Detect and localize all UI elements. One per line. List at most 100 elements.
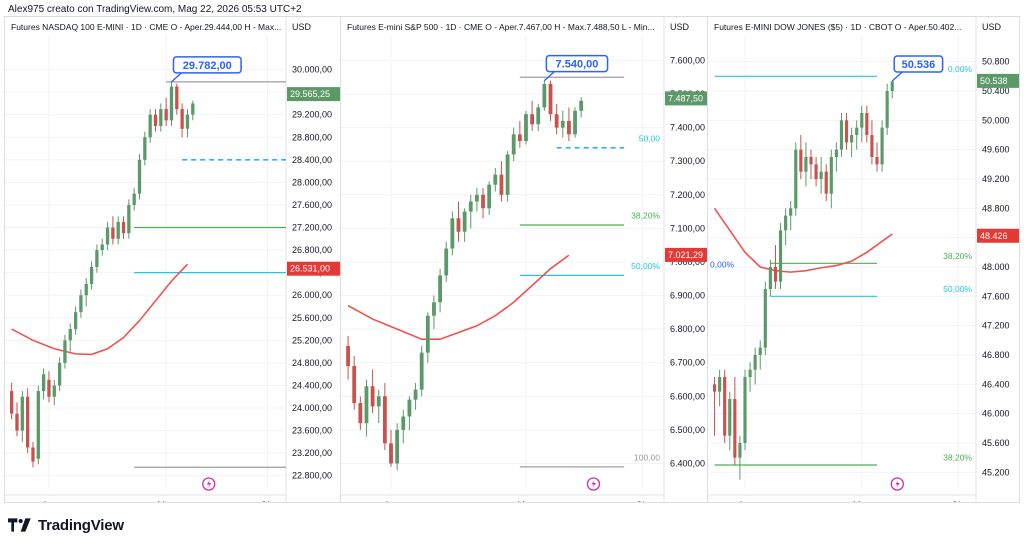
candle-body: [855, 127, 859, 135]
candle-body: [548, 83, 553, 115]
flash-event-icon: [202, 477, 216, 491]
candle-body: [185, 114, 190, 129]
candle-body: [116, 221, 120, 239]
sp500-chart-svg[interactable]: Futures E-mini S&P 500 · 1D · CME O - Ap…: [341, 17, 708, 503]
candle-body: [111, 227, 115, 239]
candle-body: [382, 396, 387, 444]
tradingview-brand-text: TradingView: [38, 516, 124, 534]
candle-body: [444, 248, 449, 276]
level-label: 38,20%: [631, 211, 660, 221]
y-tick-label: 28.000,00: [292, 177, 332, 187]
y-tick-label: 24.800,00: [292, 358, 332, 368]
y-tick-label: 7.000,00: [670, 257, 705, 267]
candle-body: [456, 218, 461, 232]
candle-body: [450, 218, 455, 249]
candle-body: [824, 171, 828, 194]
y-tick-label: 28.800,00: [292, 132, 332, 142]
high-price-badge: [172, 56, 242, 74]
candle-body: [880, 127, 884, 165]
candle-body: [68, 329, 72, 341]
y-tick-label: 6.800,00: [670, 324, 705, 334]
level-label: 50,00: [639, 133, 661, 143]
candle-body: [164, 109, 168, 121]
y-tick-label: 30.000,00: [292, 65, 332, 75]
last-price-tag: [287, 87, 340, 102]
y-tick-label: 47.200: [982, 321, 1010, 331]
y-tick-label: 24.000,00: [292, 403, 332, 413]
candle-body: [834, 149, 838, 157]
y-tick-label: 47.600: [982, 291, 1010, 301]
candle-body: [73, 312, 78, 330]
y-tick-label: 6.600,00: [670, 391, 705, 401]
candle-body: [20, 396, 24, 431]
candle-body: [413, 389, 418, 400]
chart-title: Futures NASDAQ 100 E-MINI · 1D · CME O -…: [11, 22, 281, 32]
x-tick-label: Giu: [636, 500, 650, 503]
y-tick-label: 46.000: [982, 409, 1010, 419]
candle-body: [487, 184, 492, 209]
candle-body: [778, 230, 783, 282]
candle-body: [530, 114, 535, 125]
candle-body: [773, 267, 778, 282]
candle-body: [784, 215, 788, 231]
y-tick-label: 46.800: [982, 350, 1010, 360]
candle-body: [52, 385, 56, 397]
candle-body: [132, 193, 136, 205]
candle-body: [425, 315, 430, 353]
candle-body: [100, 244, 104, 251]
candle-body: [567, 120, 571, 135]
x-tick-label: Giu: [951, 500, 965, 503]
candle-body: [395, 429, 400, 464]
candle-body: [542, 83, 547, 108]
nasdaq-chart-svg[interactable]: Futures NASDAQ 100 E-MINI · 1D · CME O -…: [5, 17, 341, 503]
candle-body: [352, 366, 357, 404]
level-label: 38,20%: [943, 251, 972, 261]
y-tick-label: 6.400,00: [670, 458, 705, 468]
candle-body: [63, 340, 67, 363]
chart-panel-sp500[interactable]: Futures E-mini S&P 500 · 1D · CME O - Ap…: [340, 16, 708, 503]
candle-body: [860, 113, 864, 128]
candle-body: [718, 377, 722, 392]
y-tick-label: 23.200,00: [292, 448, 332, 458]
x-tick-label: Mag: [517, 500, 535, 503]
y-tick-label: 45.600: [982, 438, 1010, 448]
candle-body: [573, 110, 577, 135]
candle-body: [47, 379, 51, 397]
moving-average-line: [347, 254, 570, 341]
chart-panel-nasdaq[interactable]: Futures NASDAQ 100 E-MINI · 1D · CME O -…: [4, 16, 341, 503]
y-tick-label: 26.800,00: [292, 245, 332, 255]
badge-pointer: [891, 71, 903, 82]
flash-bolt-icon: [591, 480, 596, 488]
dow-chart-svg[interactable]: Futures E-MINI DOW JONES ($5) · 1D · CBO…: [708, 17, 1020, 503]
y-tick-label: 23.600,00: [292, 426, 332, 436]
candle-body: [839, 120, 844, 150]
y-tick-label: 6.900,00: [670, 291, 705, 301]
candle-body: [169, 86, 174, 121]
y-tick-label: 48.800: [982, 203, 1010, 213]
candle-body: [554, 114, 559, 128]
candle-body: [505, 154, 510, 195]
candle-body: [438, 275, 442, 303]
candle-body: [159, 109, 163, 126]
badge-pointer: [543, 71, 555, 82]
candle-body: [31, 447, 35, 462]
candle-body: [370, 386, 375, 407]
x-tick-label: Mag: [157, 500, 175, 503]
candle-body: [728, 399, 732, 436]
badge-pointer: [171, 72, 182, 83]
high-price-badge: [893, 55, 944, 73]
tradingview-branding[interactable]: TradingView: [8, 514, 124, 536]
flash-event-icon: [890, 477, 904, 491]
x-tick-label: Mag: [853, 500, 871, 503]
currency-label: USD: [982, 22, 1002, 32]
tradingview-logo-icon: [8, 518, 31, 532]
candle-body: [57, 362, 62, 386]
chart-panel-dow[interactable]: Futures E-MINI DOW JONES ($5) · 1D · CBO…: [707, 16, 1020, 503]
candle-body: [474, 194, 479, 202]
y-tick-label: 7.600,00: [670, 55, 705, 65]
level-label: 0,00%: [710, 260, 735, 270]
chart-title: Futures E-mini S&P 500 · 1D · CME O - Ap…: [347, 22, 655, 32]
ma-price-tag: [977, 228, 1019, 243]
y-tick-label: 27.600,00: [292, 200, 332, 210]
chart-title: Futures E-MINI DOW JONES ($5) · 1D · CBO…: [714, 22, 961, 32]
